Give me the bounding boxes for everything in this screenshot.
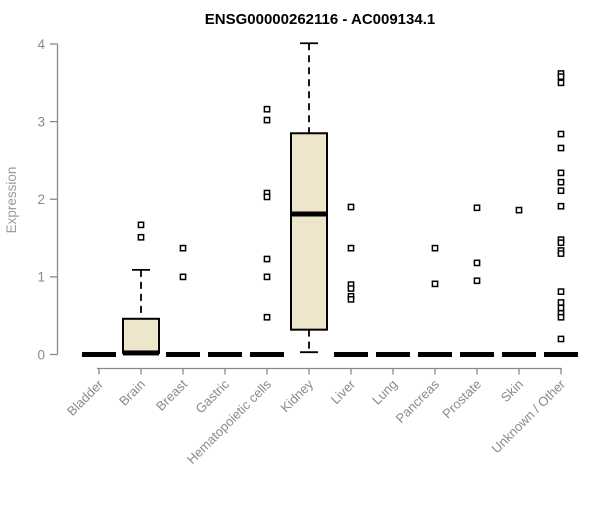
outlier-point: [263, 105, 271, 113]
outlier-point: [473, 259, 481, 267]
outlier-point: [263, 193, 271, 201]
y-tick-label: 1: [37, 270, 45, 285]
outlier-point: [347, 244, 355, 252]
median-line: [544, 352, 578, 357]
outlier-point: [557, 304, 565, 312]
outlier-point: [557, 239, 565, 247]
y-tick-label: 0: [37, 347, 45, 362]
outlier-point: [431, 244, 439, 252]
outlier-point: [557, 288, 565, 295]
outlier-point: [137, 221, 145, 229]
outlier-point: [473, 204, 481, 212]
outlier-point: [557, 79, 565, 87]
x-tick-label: Gastric: [192, 376, 232, 416]
outlier-point: [347, 296, 355, 303]
outlier-point: [263, 116, 271, 124]
y-axis-label: Expression: [4, 167, 19, 234]
x-tick-label: Breast: [153, 376, 190, 413]
outlier-point: [473, 277, 481, 285]
median-line: [418, 352, 452, 357]
median-line: [123, 350, 159, 356]
x-tick-label: Pancreas: [393, 376, 443, 426]
x-tick-label: Bladder: [64, 376, 107, 419]
median-line: [502, 352, 536, 357]
outlier-point: [431, 280, 439, 288]
outlier-point: [557, 144, 565, 152]
median-line: [460, 352, 494, 357]
outlier-point: [557, 299, 565, 306]
median-line: [334, 352, 368, 357]
outlier-point: [137, 233, 145, 241]
x-tick-label: Prostate: [439, 377, 484, 422]
x-tick-label: Kidney: [277, 376, 316, 415]
median-line: [291, 211, 327, 217]
median-line: [208, 352, 242, 357]
median-line: [376, 352, 410, 357]
outlier-point: [557, 335, 565, 343]
outlier-point: [557, 250, 565, 257]
outlier-point: [347, 285, 355, 292]
box: [290, 132, 328, 331]
y-tick-label: 3: [37, 114, 45, 129]
outlier-point: [557, 187, 565, 195]
box: [122, 317, 160, 354]
outlier-point: [557, 73, 565, 80]
x-tick-label: Unknown / Other: [489, 376, 569, 456]
outlier-point: [515, 206, 523, 214]
outlier-point: [263, 273, 271, 281]
chart-title: ENSG00000262116 - AC009134.1: [205, 11, 435, 28]
x-tick-label: Skin: [498, 377, 526, 405]
outlier-point: [179, 244, 187, 252]
outlier-point: [263, 313, 271, 321]
outlier-point: [557, 202, 565, 210]
outlier-point: [557, 130, 565, 138]
outlier-point: [557, 178, 565, 186]
x-tick-label: Lung: [369, 377, 400, 408]
outlier-point: [557, 169, 565, 177]
y-tick-label: 4: [37, 37, 45, 52]
median-line: [166, 352, 200, 357]
median-line: [82, 352, 116, 357]
outlier-point: [347, 203, 355, 211]
outlier-point: [263, 255, 271, 263]
x-tick-label: Liver: [328, 376, 359, 407]
outlier-point: [557, 313, 565, 321]
median-line: [250, 352, 284, 357]
y-tick-label: 2: [37, 192, 45, 207]
outlier-point: [179, 273, 187, 281]
x-tick-label: Brain: [116, 377, 148, 409]
